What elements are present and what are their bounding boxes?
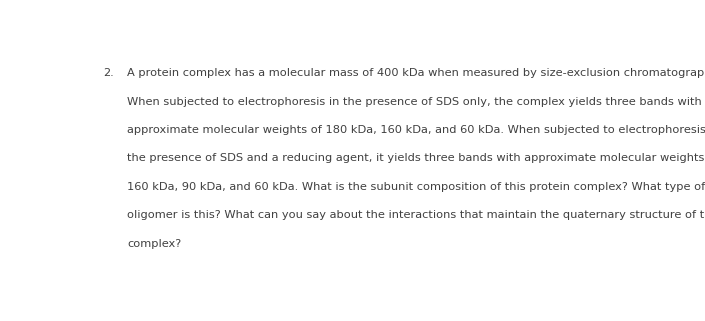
Text: complex?: complex? — [128, 239, 182, 249]
Text: the presence of SDS and a reducing agent, it yields three bands with approximate: the presence of SDS and a reducing agent… — [128, 153, 705, 163]
Text: oligomer is this? What can you say about the interactions that maintain the quat: oligomer is this? What can you say about… — [128, 210, 705, 220]
Text: approximate molecular weights of 180 kDa, 160 kDa, and 60 kDa. When subjected to: approximate molecular weights of 180 kDa… — [128, 125, 705, 135]
Text: When subjected to electrophoresis in the presence of SDS only, the complex yield: When subjected to electrophoresis in the… — [128, 97, 702, 107]
Text: 160 kDa, 90 kDa, and 60 kDa. What is the subunit composition of this protein com: 160 kDa, 90 kDa, and 60 kDa. What is the… — [128, 182, 705, 192]
Text: A protein complex has a molecular mass of 400 kDa when measured by size-exclusio: A protein complex has a molecular mass o… — [128, 68, 705, 78]
Text: 2.: 2. — [104, 68, 114, 78]
